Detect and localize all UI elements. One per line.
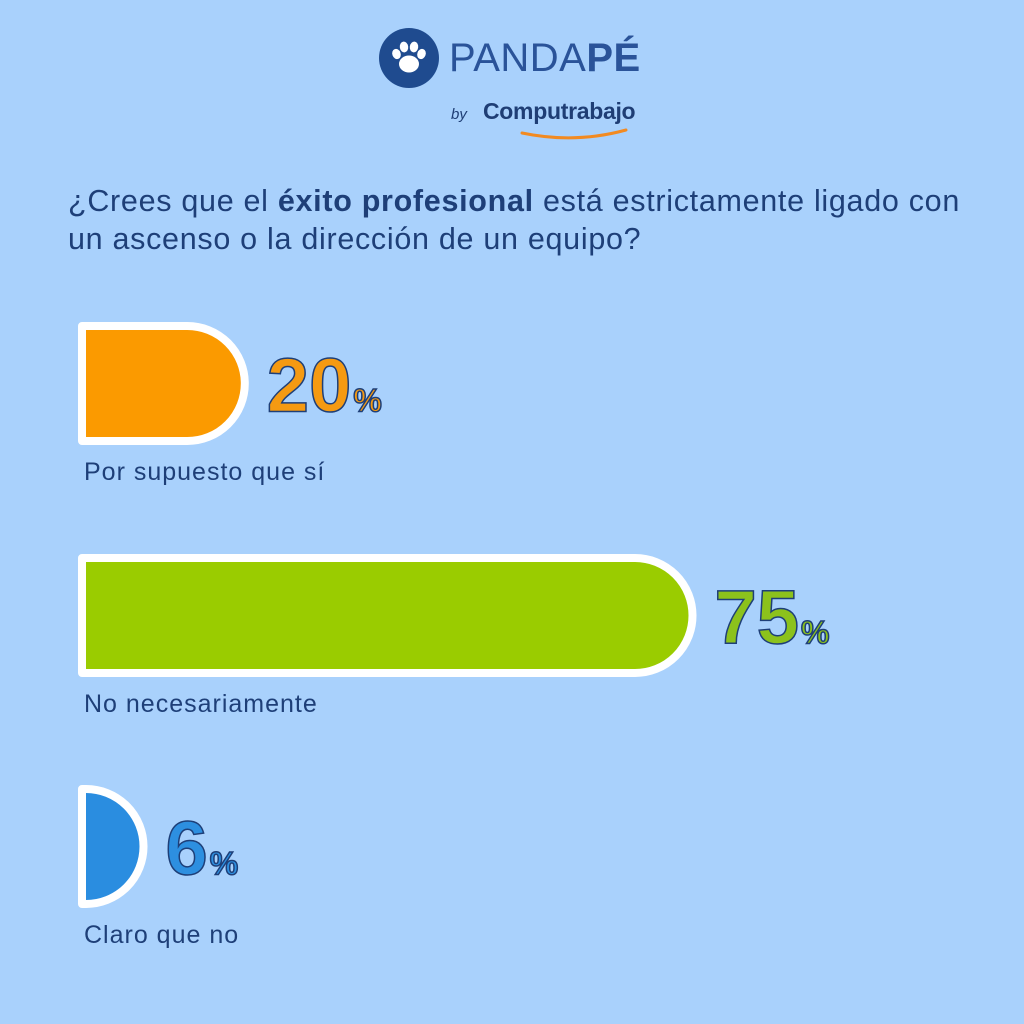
brand-name-bold: PÉ bbox=[586, 36, 641, 80]
paw-icon bbox=[379, 28, 439, 88]
category-label-0: Por supuesto que sí bbox=[84, 458, 326, 486]
swoosh-icon bbox=[520, 128, 628, 140]
brand-name: PANDAPÉ bbox=[449, 34, 641, 82]
brand-by: by bbox=[451, 106, 467, 123]
category-label-1: No necesariamente bbox=[84, 690, 318, 718]
bar-1 bbox=[78, 554, 697, 677]
question-part2: está estrictamente ligado con un ascenso… bbox=[68, 184, 960, 256]
value-label-0: 20% bbox=[267, 344, 382, 429]
category-label-2: Claro que no bbox=[84, 921, 240, 949]
brand-name-light: PANDA bbox=[449, 36, 587, 80]
partner-name: Computrabajo bbox=[483, 98, 636, 124]
value-label-1: 75% bbox=[715, 576, 830, 661]
bar-0 bbox=[78, 322, 249, 445]
value-label-2: 6% bbox=[166, 807, 239, 892]
survey-question: ¿Crees que el éxito profesional está est… bbox=[68, 182, 968, 258]
bar-2 bbox=[78, 785, 148, 908]
brand-logo: PANDAPÉ by Computrabajo bbox=[0, 28, 1024, 140]
question-part1: ¿Crees que el bbox=[68, 184, 278, 218]
question-bold: éxito profesional bbox=[277, 184, 534, 218]
